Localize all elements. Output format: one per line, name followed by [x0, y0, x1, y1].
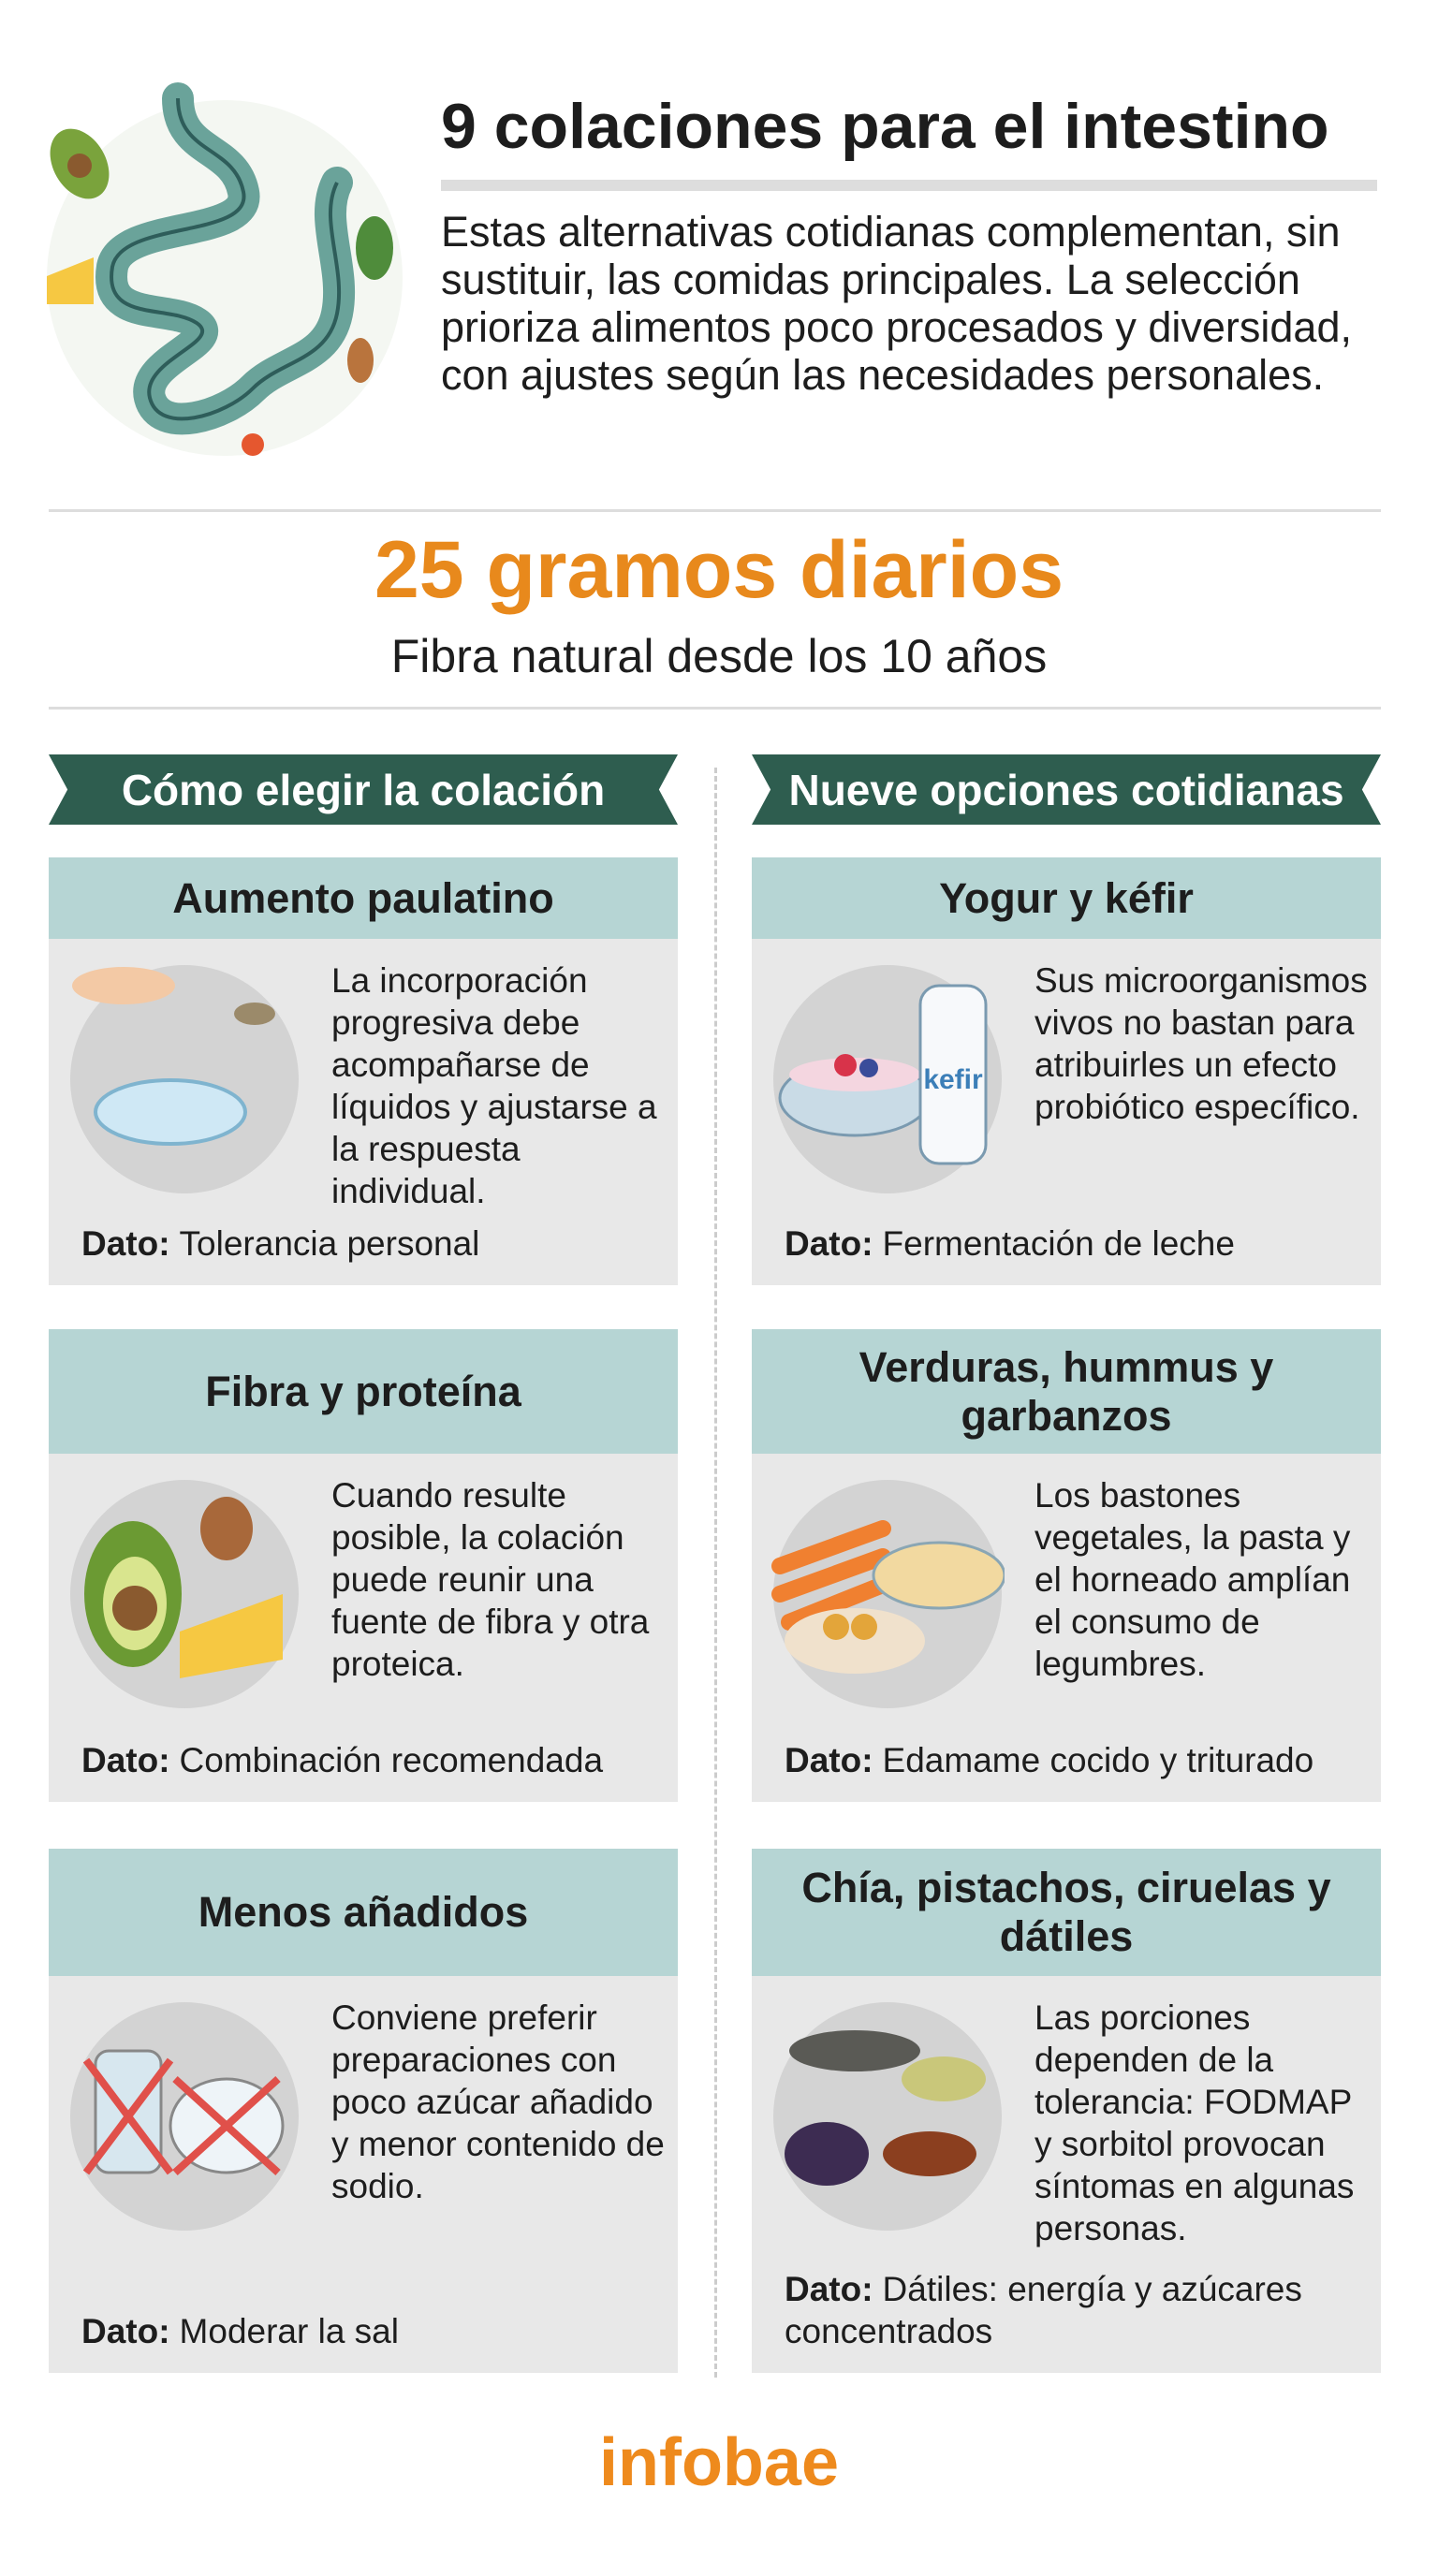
card: Chía, pistachos, ciruelas y dátiles Las p… [752, 1849, 1381, 2373]
fact-text: Tolerancia personal [179, 1224, 480, 1263]
fact-label: Dato: [81, 2312, 170, 2350]
card: Yogur y kéfir kefir Sus microorganismos vi… [752, 857, 1381, 1285]
card-text: La incorporación progresiva debe acompañ… [331, 961, 657, 1210]
illustration-shape [785, 1608, 925, 1674]
illustration-shape [859, 1059, 878, 1077]
illustration-shape [112, 1586, 157, 1631]
illustration-shape [872, 1541, 1005, 1610]
card-illustration [70, 1480, 299, 1708]
card-title: Verduras, hummus y garbanzos [752, 1329, 1381, 1454]
section-heading: Nueve opciones cotidianas [752, 754, 1381, 825]
fact-label: Dato: [785, 1741, 873, 1779]
illustration-shape [834, 1054, 857, 1076]
card: Verduras, hummus y garbanzos Los bastones… [752, 1329, 1381, 1802]
fact-text: Combinación recomendada [179, 1741, 604, 1779]
illustration-shape [82, 2057, 281, 2175]
card-text: Conviene preferir preparaciones con poco… [331, 1998, 665, 2205]
fact-text: Dátiles: energía y azúcares concentrados [785, 2270, 1302, 2350]
illustration-shape [823, 1614, 849, 1640]
card-title: Chía, pistachos, ciruelas y dátiles [752, 1849, 1381, 1976]
fact-label: Dato: [785, 1224, 873, 1263]
illustration-shape [200, 1497, 253, 1560]
card-illustration [771, 1480, 1005, 1708]
card-title: Fibra y proteína [49, 1329, 678, 1454]
card-title: Yogur y kéfir [752, 857, 1381, 939]
fact-text: Edamame cocido y triturado [882, 1741, 1314, 1779]
highlight-value: 25 gramos diarios [374, 525, 1064, 615]
intro: Estas alternativas cotidianas complement… [441, 208, 1352, 399]
illustration-shape [883, 2131, 976, 2176]
illustration-shape [918, 984, 988, 1165]
illustration-shape [789, 2030, 920, 2071]
bottle-label: kefir [923, 1064, 983, 1095]
illustration-shape [94, 1078, 247, 1146]
card-fact: Dato: Tolerancia personal [81, 1222, 659, 1265]
card-illustration [70, 2002, 299, 2231]
card-fact: Dato: Moderar la sal [81, 2310, 659, 2352]
illustration-shape [851, 1614, 877, 1640]
divider [49, 707, 1381, 710]
illustration-shape [180, 1594, 283, 1678]
card-illustration [70, 965, 299, 1193]
illustration-shape [72, 967, 175, 1004]
divider [49, 509, 1381, 512]
illustration-shape [234, 1003, 275, 1025]
card-text: Cuando resulte posible, la colación pued… [331, 1476, 650, 1683]
card-illustration: kefir [773, 965, 1002, 1193]
fact-text: Fermentación de leche [882, 1224, 1235, 1263]
highlight-subtitle: Fibra natural desde los 10 años [390, 630, 1048, 682]
card-fact: Dato: Dátiles: energía y azúcares concent… [785, 2268, 1362, 2352]
fact-label: Dato: [785, 2270, 873, 2308]
card-title: Aumento paulatino [49, 857, 678, 939]
card-text: Sus microorganismos vivos no bastan para… [1034, 961, 1368, 1126]
fact-label: Dato: [81, 1224, 170, 1263]
title-underline [441, 180, 1377, 191]
illustration-shape [771, 1520, 891, 1631]
card-fact: Dato: Combinación recomendada [81, 1739, 659, 1781]
card: Aumento paulatino La incorporación progre… [49, 857, 678, 1285]
card-fact: Dato: Fermentación de leche [785, 1222, 1362, 1265]
card-fact: Dato: Edamame cocido y triturado [785, 1739, 1362, 1781]
illustration-shape [789, 1058, 920, 1091]
section-heading: Cómo elegir la colación [49, 754, 678, 825]
title: 9 colaciones para el intestino [441, 91, 1329, 162]
brand: infobae [598, 2425, 839, 2500]
card-illustration [773, 2002, 1002, 2231]
card-text: Las porciones dependen de la tolerancia:… [1034, 1998, 1355, 2247]
card: Fibra y proteína Cuando resulte posible, … [49, 1329, 678, 1802]
illustration-shape [785, 2122, 869, 2186]
illustration-shape [902, 2056, 986, 2101]
column-separator [714, 768, 717, 2378]
card-title: Menos añadidos [49, 1849, 678, 1976]
fact-label: Dato: [81, 1741, 170, 1779]
card: Menos añadidos Conviene preferir preparac… [49, 1849, 678, 2373]
card-text: Los bastones vegetales, la pasta y el ho… [1034, 1476, 1351, 1683]
fact-text: Moderar la sal [179, 2312, 399, 2350]
intestine-illustration [47, 82, 403, 456]
